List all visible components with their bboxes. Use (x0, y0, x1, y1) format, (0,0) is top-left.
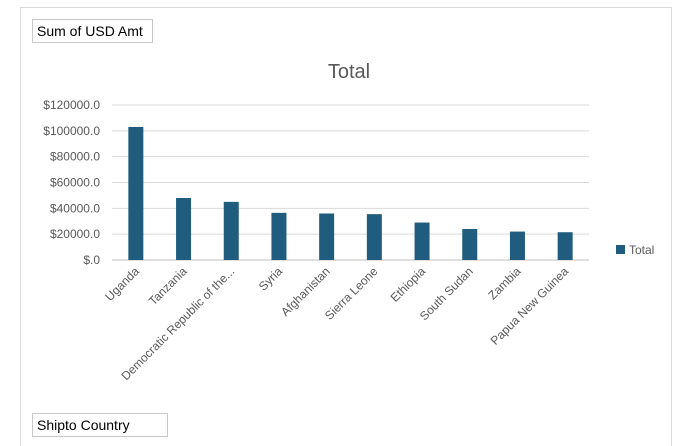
x-tick-label: Uganda (102, 264, 142, 304)
y-tick-label: $20000.0 (50, 227, 100, 241)
axis-field-button[interactable]: Shipto Country (32, 413, 168, 437)
bar-democratic-republic-of-the[interactable] (223, 201, 239, 260)
bar-papua-new-guinea[interactable] (557, 232, 573, 260)
value-field-button[interactable]: Sum of USD Amt (32, 19, 153, 43)
bar-south-sudan[interactable] (462, 229, 478, 260)
y-tick-label: $120000.0 (43, 98, 100, 112)
legend-label: Total (629, 243, 654, 257)
chart-area[interactable] (20, 7, 672, 446)
y-axis-ticks: $.0 $20000.0 $40000.0 $60000.0 $80000.0 $1000… (43, 98, 100, 267)
x-tick-label: Ethiopia (388, 264, 429, 305)
legend[interactable]: Total (616, 243, 654, 257)
y-tick-label: $100000.0 (43, 124, 100, 138)
x-tick-label: Zambia (485, 264, 523, 302)
bar-zambia[interactable] (509, 231, 525, 260)
y-tick-label: $80000.0 (50, 150, 100, 164)
bar-uganda[interactable] (128, 126, 144, 260)
bar-afghanistan[interactable] (319, 213, 335, 261)
x-tick-label: Syria (256, 264, 285, 293)
bar-tanzania[interactable] (176, 198, 192, 260)
bar-syria[interactable] (271, 212, 287, 260)
x-tick-label: Tanzania (146, 264, 190, 308)
y-tick-label: $60000.0 (50, 176, 100, 190)
y-tick-label: $40000.0 (50, 201, 100, 215)
chart-title[interactable]: Total (328, 61, 370, 83)
bar-sierra-leone[interactable] (366, 214, 382, 260)
bar-ethiopia[interactable] (414, 222, 430, 260)
gridlines (112, 104, 589, 261)
bars[interactable] (128, 126, 573, 261)
y-tick-label: $.0 (83, 253, 100, 267)
legend-swatch (616, 245, 625, 254)
